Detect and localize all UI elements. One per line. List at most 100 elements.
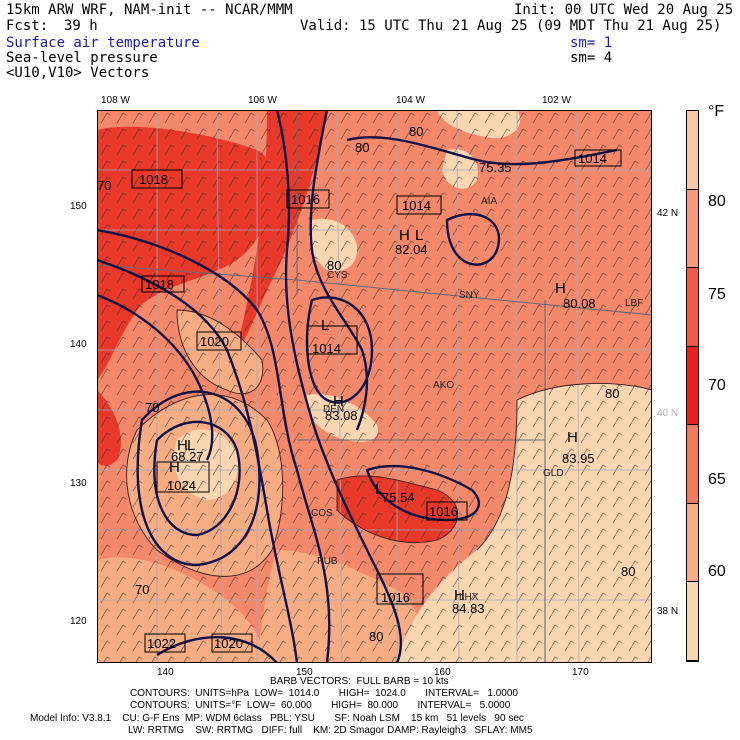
pressure-label: 1020 <box>200 334 229 349</box>
pressure-label-box: 1014 <box>306 325 358 356</box>
left-tick: 130 <box>70 478 87 489</box>
top-tick: 104 W <box>396 95 425 106</box>
low-pressure-marker: L <box>415 227 423 244</box>
left-tick: 140 <box>70 339 87 350</box>
colorbar-unit: °F <box>708 103 725 120</box>
colorbar-segment <box>687 503 698 583</box>
station-label: AKO <box>433 380 454 391</box>
model-title: 15km ARW WRF, NAM-init -- NCAR/MMM <box>6 2 293 18</box>
left-tick: 150 <box>70 201 87 212</box>
station-label: GLD <box>543 468 564 479</box>
temperature-extreme: 82.04 <box>395 242 428 257</box>
colorbar-label: 80 <box>708 193 726 210</box>
high-pressure-marker: H <box>177 437 188 454</box>
forecast-label: Fcst: <box>6 18 49 34</box>
pressure-label-box: 1024 <box>156 461 210 493</box>
right-tick: 38 N <box>657 606 679 617</box>
high-pressure-marker: H <box>169 459 180 476</box>
pressure-label: 1016 <box>429 504 458 519</box>
station-label: LBF <box>625 298 643 309</box>
contour-label: 80 <box>355 140 369 155</box>
pressure-label-box: 1020 <box>211 633 253 653</box>
pressure-label-box: 1014 <box>574 149 622 167</box>
colorbar-segment <box>687 111 698 190</box>
high-pressure-marker: H <box>454 587 465 604</box>
station-label: COS <box>311 508 333 519</box>
bottom-tick: 170 <box>572 667 589 678</box>
forecast-hour: 39 h <box>64 18 98 34</box>
station-label: LHX <box>459 592 479 603</box>
station-label: PUB <box>317 556 338 567</box>
colorbar-label: 65 <box>708 471 726 488</box>
right-tick: 40 N <box>657 408 679 419</box>
colorbar-segment <box>687 268 698 347</box>
bottom-tick: 140 <box>157 667 174 678</box>
temperature-extreme: 80.08 <box>563 296 596 311</box>
pressure-label-box: 1018 <box>141 275 185 293</box>
isobars <box>97 110 618 663</box>
colorbar-segment <box>687 346 698 426</box>
valid-time: Valid: 15 UTC Thu 21 Aug 25 (09 MDT Thu … <box>300 18 722 34</box>
pressure-label-box: 1020 <box>196 331 242 351</box>
colorbar-label: 70 <box>708 377 726 394</box>
colorbar-segment <box>687 582 698 661</box>
top-tick: 102 W <box>542 95 571 106</box>
station-label: AIA <box>481 196 497 207</box>
low-pressure-marker: L <box>375 481 383 498</box>
contour-label: 80 <box>327 258 341 273</box>
pressure-label: 1018 <box>139 172 168 187</box>
footer-model-info: Model Info: V3.8.1 CU: G-F Ens MP: WDM 6… <box>30 713 524 724</box>
field-label-temperature: Surface air temperature <box>6 35 200 51</box>
temperature-contours <box>126 309 652 577</box>
footer-contours-pressure: CONTOURS: UNITS=hPa LOW= 1014.0 HIGH= 10… <box>130 688 518 699</box>
pressure-label-box: 1014 <box>396 195 442 215</box>
low-pressure-marker: L <box>187 437 195 454</box>
pressure-label: 1018 <box>145 277 174 292</box>
smoothing-vectors: sm= 4 <box>570 50 613 66</box>
colorbar <box>686 110 699 662</box>
footer-barb: BARB VECTORS: FULL BARB = 10 kts <box>270 676 449 687</box>
contour-label: 80 <box>409 124 423 139</box>
temperature-extreme: 84.83 <box>452 601 485 616</box>
station-label: CYS <box>327 270 348 281</box>
high-pressure-marker: H <box>567 429 578 446</box>
colorbar-label: 75 <box>708 286 726 303</box>
top-tick: 108 W <box>101 95 130 106</box>
pressure-label: 1022 <box>147 636 176 651</box>
right-tick: 42 N <box>657 208 679 219</box>
pressure-label: 1016 <box>381 590 410 605</box>
top-tick: 106 W <box>248 95 277 106</box>
left-tick: 120 <box>70 616 87 627</box>
wind-vectors <box>97 110 652 663</box>
station-label: SNY <box>459 290 480 301</box>
pressure-label: 1014 <box>312 341 341 356</box>
pressure-label: 1014 <box>402 198 431 213</box>
temperature-extreme: 68.27 <box>171 449 204 464</box>
colorbar-segment <box>687 425 698 504</box>
temperature-extreme: 75.54 <box>382 490 415 505</box>
contour-label: 80 <box>605 386 619 401</box>
footer-contours-temperature: CONTOURS: UNITS=°F LOW= 60.000 HIGH= 80.… <box>130 700 511 711</box>
pressure-label-box: 1022 <box>144 633 186 653</box>
pressure-label: 1024 <box>167 478 196 493</box>
contour-label: 80 <box>621 564 635 579</box>
pressure-label: 1016 <box>291 192 320 207</box>
high-pressure-marker: H <box>555 280 566 297</box>
low-pressure-marker: L <box>321 317 329 334</box>
pressure-label-box: 1016 <box>286 189 330 209</box>
colorbar-segment <box>687 189 698 269</box>
pressure-label: 1020 <box>214 636 243 651</box>
colorbar-label: 60 <box>708 563 726 580</box>
init-time: Init: 00 UTC Wed 20 Aug 25 <box>514 2 734 18</box>
footer-model-physics: LW: RRTMG SW: RRTMG DIFF: full KM: 2D Sm… <box>128 725 533 736</box>
field-label-vectors: <U10,V10> Vectors <box>6 65 150 81</box>
contour-label: 80 <box>369 629 383 644</box>
pressure-label: 1014 <box>578 151 607 166</box>
field-label-pressure: Sea-level pressure <box>6 50 158 66</box>
pressure-label-box: 1016 <box>376 573 424 605</box>
contour-label: 70 <box>97 178 111 193</box>
bottom-tick: 160 <box>434 667 451 678</box>
high-pressure-marker: H <box>333 393 344 410</box>
temperature-extreme: 83.08 <box>325 408 358 423</box>
pressure-label-box: 1018 <box>131 169 183 189</box>
